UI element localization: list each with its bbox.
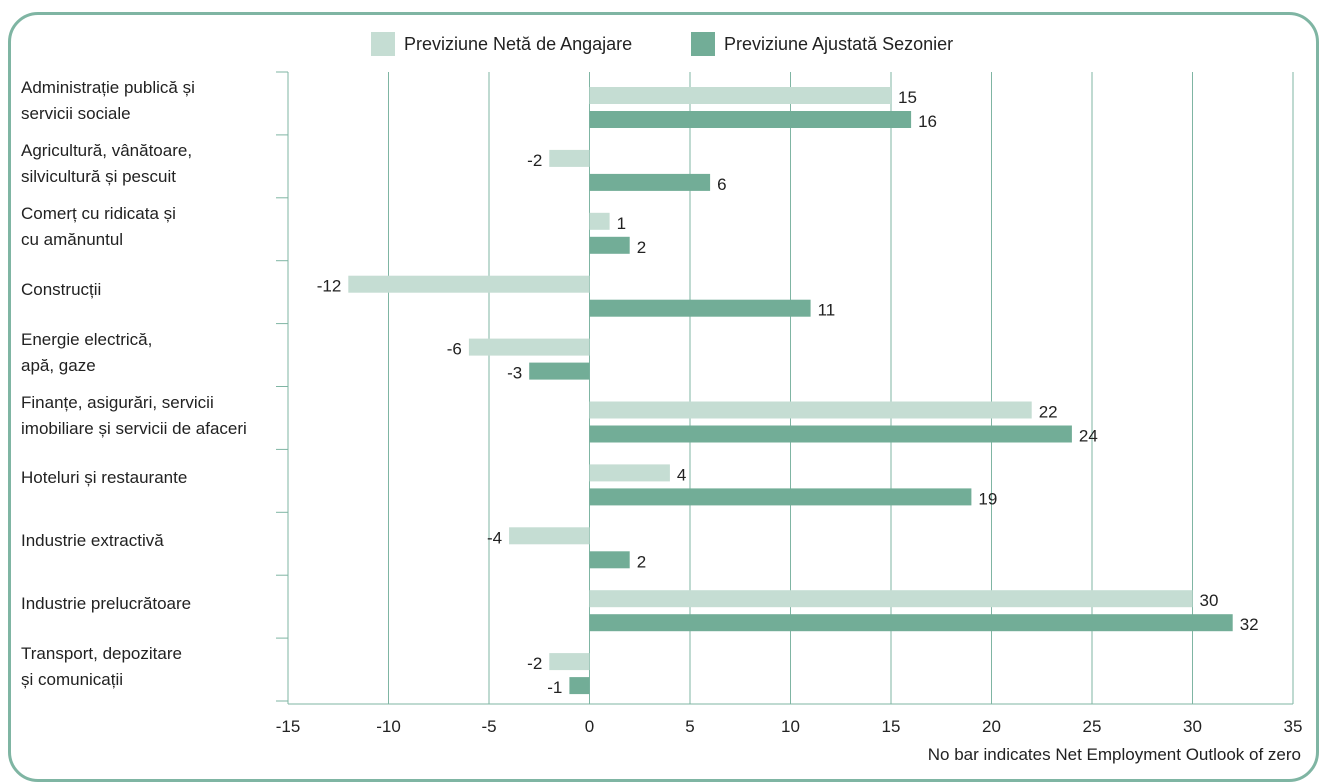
bar-net — [549, 653, 590, 671]
bar-adjusted — [569, 677, 590, 695]
legend-label-net: Previziune Netă de Angajare — [404, 33, 633, 54]
x-tick-label: 35 — [1284, 717, 1303, 736]
category-label: Hoteluri și restaurante — [21, 468, 188, 488]
legend-label-adjusted: Previziune Ajustată Sezonier — [724, 33, 954, 54]
bar-net — [589, 401, 1032, 419]
legend-item-net: Previziune Netă de Angajare — [371, 29, 632, 59]
category-label: Transport, depozitare și comunicații — [21, 644, 182, 690]
data-label: -3 — [507, 364, 522, 383]
data-label: 22 — [1039, 403, 1058, 422]
data-label: 2 — [637, 238, 646, 257]
bar-net — [589, 464, 670, 482]
x-tick-label: 10 — [781, 717, 800, 736]
x-tick-label: 0 — [585, 717, 594, 736]
data-label: 11 — [818, 301, 836, 320]
category-label: Energie electrică, apă, gaze — [21, 329, 153, 375]
data-label: 4 — [677, 465, 686, 484]
bar-adjusted — [589, 551, 630, 569]
data-label: -6 — [447, 340, 462, 359]
category-label: Industrie prelucrătoare — [21, 594, 192, 614]
bar-adjusted — [529, 362, 590, 380]
bar-net — [509, 527, 590, 545]
bar-net — [589, 87, 891, 104]
data-label: -4 — [487, 528, 502, 547]
data-label: 1 — [617, 214, 626, 233]
legend: Previziune Netă de Angajare Previziune A… — [0, 29, 1329, 59]
x-tick-label: 20 — [982, 717, 1001, 736]
category-label: Agricultură, vânătoare, silvicultură și … — [21, 140, 193, 186]
data-label: 19 — [978, 489, 997, 508]
legend-item-adjusted: Previziune Ajustată Sezonier — [691, 29, 953, 59]
data-label: 24 — [1079, 427, 1098, 446]
data-label: -1 — [547, 678, 562, 697]
x-tick-label: 30 — [1183, 717, 1202, 736]
bar-adjusted — [589, 299, 811, 317]
legend-swatch-adjusted — [691, 32, 715, 56]
bar-net — [589, 212, 610, 230]
x-tick-label: -15 — [276, 717, 301, 736]
data-label: 15 — [898, 88, 917, 107]
category-label: Finanțe, asigurări, servicii imobiliare … — [21, 392, 247, 438]
bar-adjusted — [589, 111, 912, 128]
x-tick-label: 15 — [882, 717, 901, 736]
data-label: -2 — [527, 151, 542, 170]
x-tick-label: 5 — [685, 717, 694, 736]
x-tick-label: -10 — [376, 717, 401, 736]
bar-net — [468, 338, 590, 356]
data-label: 16 — [918, 112, 937, 131]
bar-net — [348, 275, 590, 293]
bar-adjusted — [589, 614, 1233, 632]
bar-adjusted — [589, 425, 1072, 443]
data-label: 2 — [637, 552, 646, 571]
category-label: Comerț cu ridicata și cu amănuntul — [21, 203, 176, 249]
data-label: 6 — [717, 175, 726, 194]
category-label: Construcții — [21, 279, 102, 299]
bar-adjusted — [589, 236, 630, 254]
category-label: Administrație publică și servicii social… — [21, 78, 195, 123]
bar-net — [549, 149, 590, 167]
footnote: No bar indicates Net Employment Outlook … — [927, 745, 1301, 764]
bar-adjusted — [589, 488, 972, 506]
data-label: 30 — [1200, 591, 1219, 610]
bar-adjusted — [589, 173, 711, 191]
data-label: 32 — [1240, 615, 1259, 634]
bar-net — [589, 590, 1193, 608]
x-tick-label: 25 — [1083, 717, 1102, 736]
data-label: -2 — [527, 654, 542, 673]
legend-swatch-net — [371, 32, 395, 56]
data-label: -12 — [317, 277, 342, 296]
category-label: Industrie extractivă — [21, 531, 164, 551]
x-tick-label: -5 — [481, 717, 496, 736]
